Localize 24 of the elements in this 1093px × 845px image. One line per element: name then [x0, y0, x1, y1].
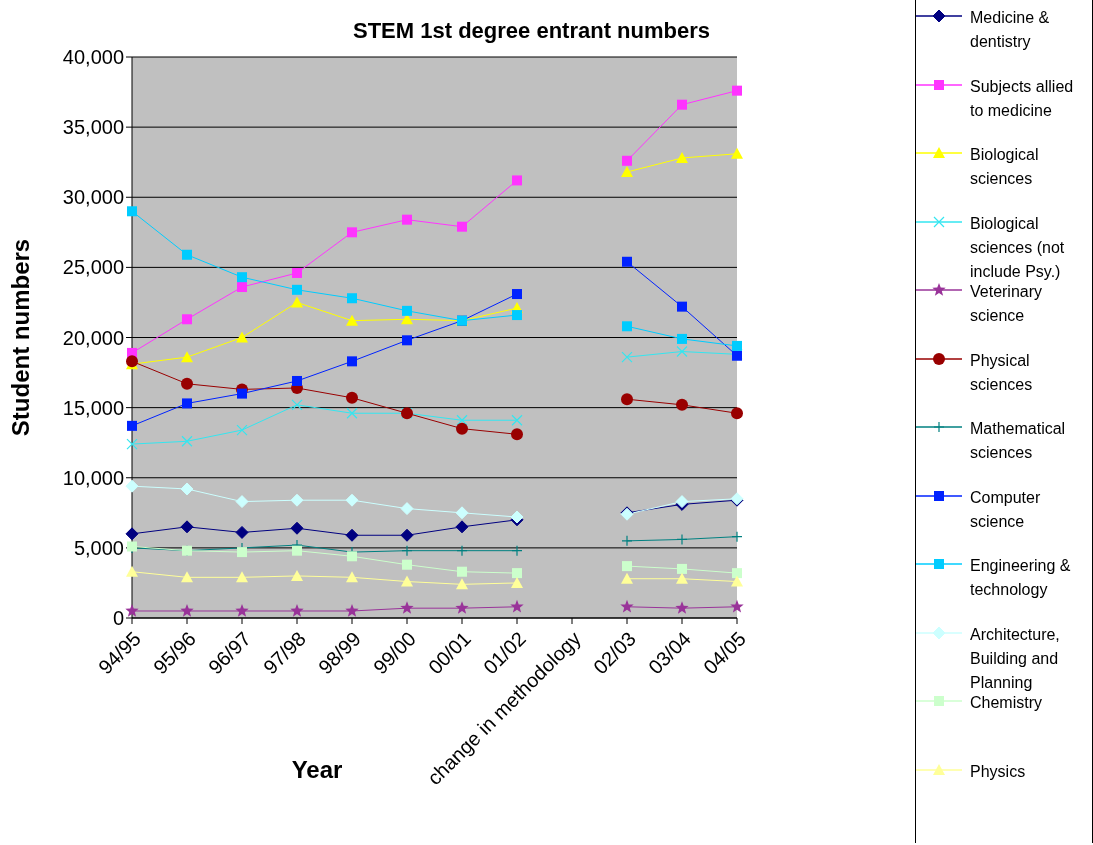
y-tick-label: 40,000	[62, 46, 124, 69]
y-tick-label: 25,000	[62, 256, 124, 279]
legend-label: Computer science	[970, 487, 1042, 532]
y-tick-label: 5,000	[73, 536, 124, 559]
legend-label: Biological sciences (not include Psy.)	[970, 213, 1066, 282]
y-tick-label: 30,000	[62, 186, 124, 209]
y-tick-label: 10,000	[62, 466, 124, 489]
legend-label: Subjects allied to medicine	[970, 76, 1075, 121]
y-tick-label: 15,000	[62, 396, 124, 419]
y-tick-label: 20,000	[62, 326, 124, 349]
legend-label: Physics	[970, 761, 1026, 782]
legend-label: Architecture, Building and Planning	[970, 624, 1061, 693]
legend-label: Mathematical sciences	[970, 419, 1067, 463]
legend-label: Chemistry	[970, 693, 1043, 713]
chart-title: STEM 1st degree entrant numbers	[352, 18, 711, 44]
legend-label: Biological sciences	[970, 145, 1040, 189]
legend-label: Physical sciences	[970, 350, 1034, 395]
y-axis-title: Student numbers	[6, 238, 34, 437]
legend-label: Medicine & dentistry	[970, 8, 1051, 52]
y-tick-label: 0	[112, 607, 124, 630]
legend-label: Veterinary science	[970, 282, 1044, 326]
x-axis-title: Year	[291, 756, 343, 783]
y-tick-label: 35,000	[62, 116, 124, 139]
legend-label: Engineering & technology	[970, 556, 1072, 600]
